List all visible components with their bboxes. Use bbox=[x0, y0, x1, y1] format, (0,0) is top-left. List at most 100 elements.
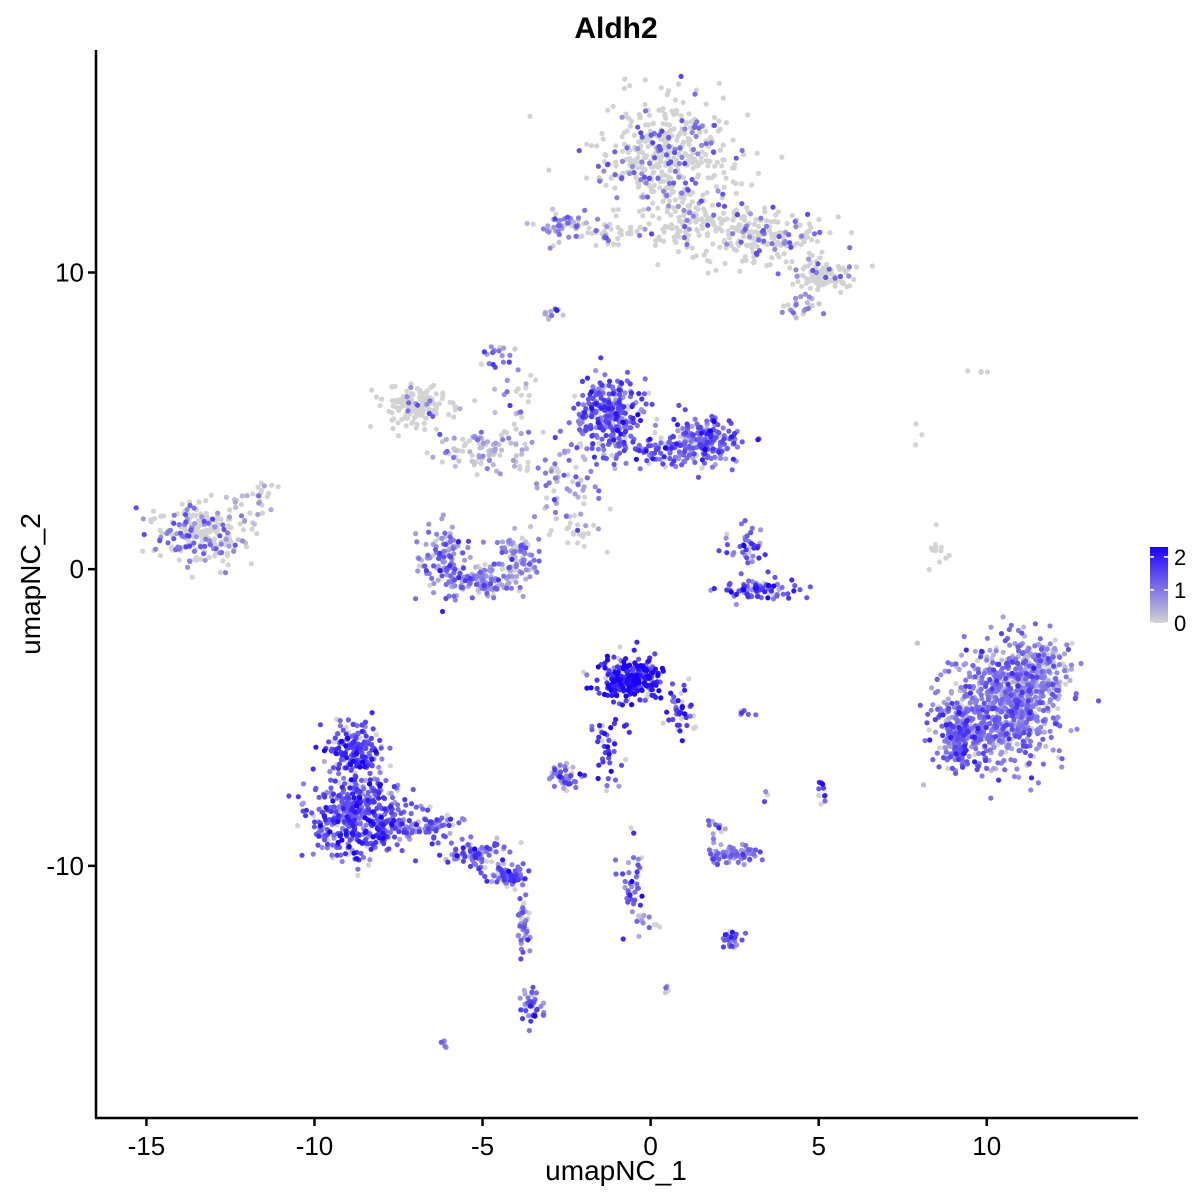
data-point bbox=[623, 757, 629, 763]
data-point bbox=[953, 661, 959, 667]
data-point bbox=[315, 842, 321, 848]
data-point bbox=[985, 697, 991, 703]
data-point bbox=[649, 401, 655, 407]
data-point bbox=[566, 524, 572, 530]
data-point bbox=[480, 440, 487, 446]
data-point bbox=[354, 746, 360, 752]
data-point bbox=[622, 410, 628, 416]
data-point bbox=[337, 723, 343, 729]
data-point bbox=[689, 129, 695, 135]
data-point bbox=[699, 149, 705, 155]
data-point bbox=[798, 294, 804, 300]
data-point bbox=[646, 924, 652, 931]
data-point bbox=[431, 401, 437, 407]
data-point bbox=[534, 569, 540, 575]
data-point bbox=[395, 806, 401, 813]
data-point bbox=[448, 554, 454, 560]
data-point bbox=[705, 818, 712, 824]
data-point bbox=[561, 472, 567, 478]
data-point bbox=[606, 438, 613, 444]
data-point bbox=[932, 729, 939, 735]
data-point bbox=[787, 265, 793, 271]
data-point bbox=[583, 427, 589, 434]
data-point bbox=[422, 426, 428, 432]
data-point bbox=[807, 285, 814, 291]
data-point bbox=[436, 401, 442, 407]
data-point bbox=[1014, 766, 1020, 772]
data-point bbox=[572, 513, 578, 519]
data-point bbox=[608, 226, 614, 232]
data-point bbox=[740, 851, 746, 858]
data-point bbox=[996, 777, 1002, 783]
data-point bbox=[295, 794, 301, 800]
data-point bbox=[153, 546, 159, 552]
data-point bbox=[682, 131, 688, 137]
data-point bbox=[604, 549, 610, 555]
data-point bbox=[739, 201, 745, 207]
data-point bbox=[524, 467, 530, 473]
data-point bbox=[737, 268, 743, 274]
data-point bbox=[417, 394, 423, 400]
data-point bbox=[627, 123, 633, 129]
data-point bbox=[1046, 668, 1052, 674]
data-point bbox=[552, 475, 559, 481]
data-point bbox=[671, 155, 677, 161]
data-point bbox=[922, 738, 928, 744]
data-point bbox=[519, 570, 525, 576]
data-point bbox=[698, 142, 705, 148]
data-point bbox=[450, 454, 457, 461]
data-point bbox=[733, 155, 739, 161]
data-point bbox=[774, 251, 780, 257]
data-point bbox=[779, 584, 785, 591]
data-point bbox=[1037, 658, 1044, 664]
data-point bbox=[451, 577, 457, 583]
data-point bbox=[501, 844, 507, 850]
data-point bbox=[606, 737, 612, 743]
data-point bbox=[1050, 715, 1056, 721]
data-point bbox=[354, 786, 360, 792]
data-point bbox=[459, 816, 466, 822]
data-point bbox=[986, 721, 993, 727]
data-point bbox=[761, 799, 768, 805]
data-point bbox=[546, 229, 552, 235]
data-point bbox=[1036, 663, 1042, 669]
data-point bbox=[198, 556, 204, 562]
data-point bbox=[984, 709, 990, 715]
data-point bbox=[416, 555, 422, 562]
data-point bbox=[619, 134, 625, 140]
data-point bbox=[416, 410, 422, 416]
data-point bbox=[730, 456, 737, 462]
data-point bbox=[754, 244, 760, 250]
data-point bbox=[217, 533, 223, 539]
data-point bbox=[536, 558, 542, 564]
data-point bbox=[607, 378, 613, 384]
data-point bbox=[642, 154, 648, 160]
data-point bbox=[660, 226, 666, 232]
data-point bbox=[606, 399, 612, 406]
data-point bbox=[709, 202, 716, 208]
data-point bbox=[579, 378, 586, 384]
data-point bbox=[1011, 717, 1017, 723]
data-point bbox=[226, 514, 232, 520]
data-point bbox=[816, 301, 822, 307]
data-point bbox=[743, 842, 749, 849]
data-point bbox=[653, 238, 659, 244]
data-point bbox=[1072, 696, 1078, 702]
data-point bbox=[808, 237, 815, 243]
data-point bbox=[708, 851, 714, 857]
data-point bbox=[777, 241, 783, 247]
data-point bbox=[507, 849, 513, 855]
data-point bbox=[467, 554, 473, 560]
data-point bbox=[633, 174, 639, 181]
data-point bbox=[969, 695, 975, 701]
data-point bbox=[1035, 780, 1041, 786]
data-point bbox=[157, 537, 163, 544]
data-point bbox=[570, 219, 577, 225]
data-point bbox=[452, 583, 458, 589]
data-point bbox=[529, 552, 535, 558]
data-point bbox=[611, 720, 618, 727]
data-point bbox=[504, 585, 510, 591]
data-point bbox=[445, 859, 451, 865]
data-point bbox=[611, 241, 617, 247]
data-point bbox=[254, 531, 260, 537]
